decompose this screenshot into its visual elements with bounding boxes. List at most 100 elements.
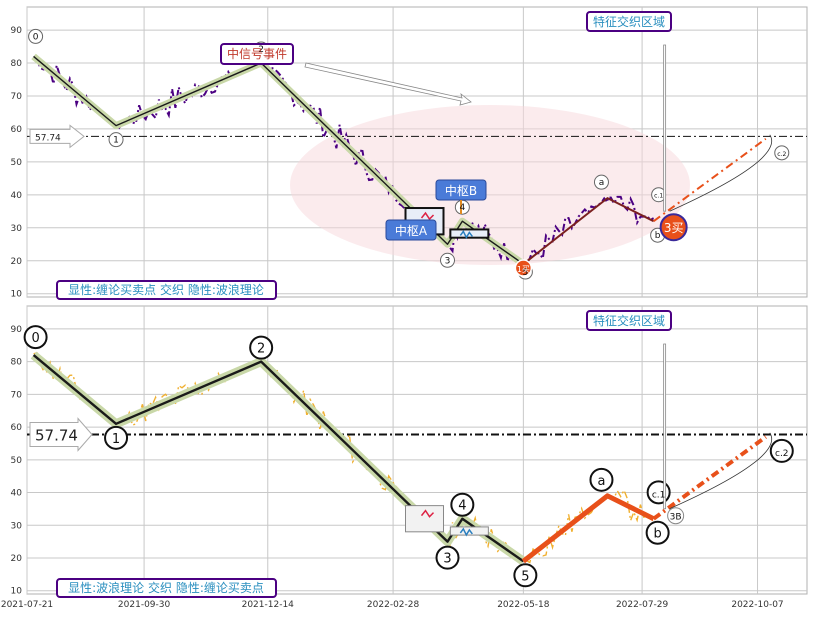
wave-point-label: b [655, 231, 661, 241]
wave-point-label: 1 [112, 432, 120, 447]
wave-point-marker-b [645, 520, 670, 545]
buy-point-1-marker [514, 259, 533, 277]
zone-title: 特征交织区域 [593, 313, 665, 328]
y-tick-label: 20 [11, 554, 23, 564]
wave-point-label: 3 [443, 552, 451, 567]
y-tick-label: 70 [11, 92, 23, 102]
wave-point-marker-3 [440, 252, 456, 268]
buy-point-3-marker [659, 213, 688, 242]
y-tick-label: 30 [11, 521, 23, 531]
wave-impulse-line [32, 354, 525, 563]
y-tick-label: 80 [11, 358, 23, 368]
pivot-a-glyph [420, 509, 435, 518]
reference-line-label: 57.74 [35, 426, 78, 444]
wave-impulse-line [33, 55, 524, 265]
pivot-a-label: 中枢A [395, 223, 428, 238]
y-tick-label: 10 [11, 290, 23, 300]
wave-point-label: a [597, 474, 605, 489]
pivot-a-label-box [385, 219, 437, 241]
zone-title: 特征交织区域 [593, 14, 665, 29]
reference-arrow-label [29, 124, 85, 149]
wave-point-label: c.2 [777, 151, 786, 158]
wave-point-label: 5 [522, 268, 528, 278]
wave-point-label: 2 [258, 45, 264, 55]
pivot-b-glyph [459, 230, 473, 240]
projection-arc [669, 432, 772, 510]
y-tick-label: 80 [11, 59, 23, 69]
event-label: 中信号事件 [227, 46, 287, 61]
plot-frame [26, 305, 808, 595]
wave-point-marker-1 [104, 425, 129, 450]
wave-corrective-line [522, 196, 655, 265]
zone-title-box [586, 310, 672, 331]
y-tick-label: 60 [11, 125, 23, 135]
buy-point-3-marker [667, 507, 685, 525]
y-tick-label: 20 [11, 257, 23, 267]
wave-point-label: b [654, 527, 662, 542]
wave-point-marker-5 [513, 563, 538, 588]
wave-point-label: 2 [257, 342, 265, 357]
projection-arc [669, 134, 772, 212]
wave-point-label: 4 [459, 203, 465, 213]
y-tick-label: 50 [11, 456, 23, 466]
y-tick-label: 60 [11, 423, 23, 433]
wave-point-label: 3 [445, 256, 451, 266]
wave-point-label: 0 [33, 32, 39, 42]
wave-point-marker-0 [28, 28, 44, 44]
x-tick-label: 2022-02-28 [367, 600, 420, 610]
reference-line-label: 57.74 [35, 133, 61, 143]
caption-box [56, 578, 277, 598]
caption-box [56, 280, 277, 300]
y-tick-label: 40 [11, 191, 23, 201]
pivot-a-glyph [420, 211, 435, 221]
wave-point-label: 5 [521, 569, 529, 584]
x-tick-label: 2022-05-18 [497, 600, 550, 610]
x-tick-label: 2021-07-21 [1, 600, 53, 610]
top-panel [26, 6, 808, 300]
projected-c-line [653, 138, 767, 223]
y-tick-label: 50 [11, 158, 23, 168]
event-arrow [304, 62, 472, 106]
zone-title-box [586, 11, 672, 32]
wave-point-label: c.1 [654, 193, 663, 200]
pivot-box-a [405, 505, 445, 533]
x-tick-label: 2021-09-30 [118, 600, 171, 610]
wave-point-label: c.2 [775, 449, 789, 459]
reference-arrow-label [29, 417, 93, 452]
wave-point-marker-a [593, 174, 609, 190]
wave-point-label: a [599, 178, 605, 188]
pivot-b-label: 中枢B [445, 183, 477, 198]
wave-point-marker-1 [108, 132, 124, 148]
y-tick-label: 90 [11, 325, 23, 335]
pivot-b-glyph [459, 527, 473, 537]
y-tick-label: 10 [11, 587, 23, 597]
wave-point-marker-c-2 [769, 438, 794, 463]
zone-pointer [663, 44, 667, 212]
wave-point-label: c.1 [652, 490, 666, 500]
wave-point-marker-0 [23, 325, 48, 350]
zone-pointer [663, 343, 667, 510]
buy-point-3-label: 3B [670, 513, 682, 523]
x-tick-label: 2022-10-07 [731, 600, 783, 610]
projected-c-line [652, 435, 767, 521]
event-box [220, 43, 294, 65]
x-tick-label: 2021-12-14 [242, 600, 295, 610]
wave-point-marker-4 [450, 492, 475, 517]
y-tick-label: 70 [11, 390, 23, 400]
wave-point-marker-c-2 [774, 145, 790, 161]
panel-caption: 显性:缠论买卖点 交织 隐性:波浪理论 [68, 282, 264, 297]
wave-point-marker-a [589, 467, 614, 492]
bottom-panel [23, 305, 808, 598]
wave-point-marker-3 [435, 545, 460, 570]
wave-corrective-line [521, 493, 655, 564]
panel-caption: 显性:波浪理论 交织 隐性:缠论买卖点 [68, 580, 264, 595]
y-tick-label: 40 [11, 489, 23, 499]
wave-point-label: 1 [113, 136, 119, 146]
wave-point-marker-2 [249, 335, 274, 360]
wave-point-label: 4 [458, 499, 466, 514]
y-tick-label: 90 [11, 26, 23, 36]
buy-point-3-label: 3买 [664, 221, 684, 235]
y-tick-label: 30 [11, 224, 23, 234]
